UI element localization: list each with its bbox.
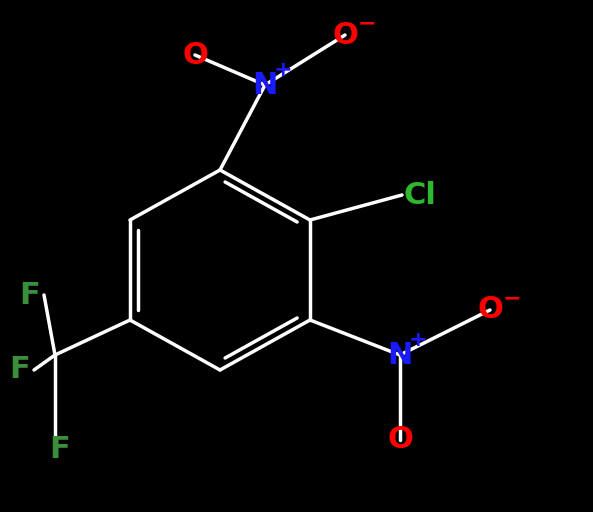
Text: O: O xyxy=(477,295,503,325)
Text: −: − xyxy=(358,13,377,33)
Text: Cl: Cl xyxy=(404,181,436,209)
Text: O: O xyxy=(182,40,208,70)
Text: F: F xyxy=(50,436,71,464)
Text: O: O xyxy=(332,20,358,50)
Text: F: F xyxy=(9,355,30,385)
Text: +: + xyxy=(274,60,292,80)
Text: +: + xyxy=(409,330,428,350)
Text: −: − xyxy=(503,288,521,308)
Text: N: N xyxy=(252,71,278,99)
Text: N: N xyxy=(387,340,413,370)
Text: O: O xyxy=(387,425,413,455)
Text: F: F xyxy=(20,281,40,309)
